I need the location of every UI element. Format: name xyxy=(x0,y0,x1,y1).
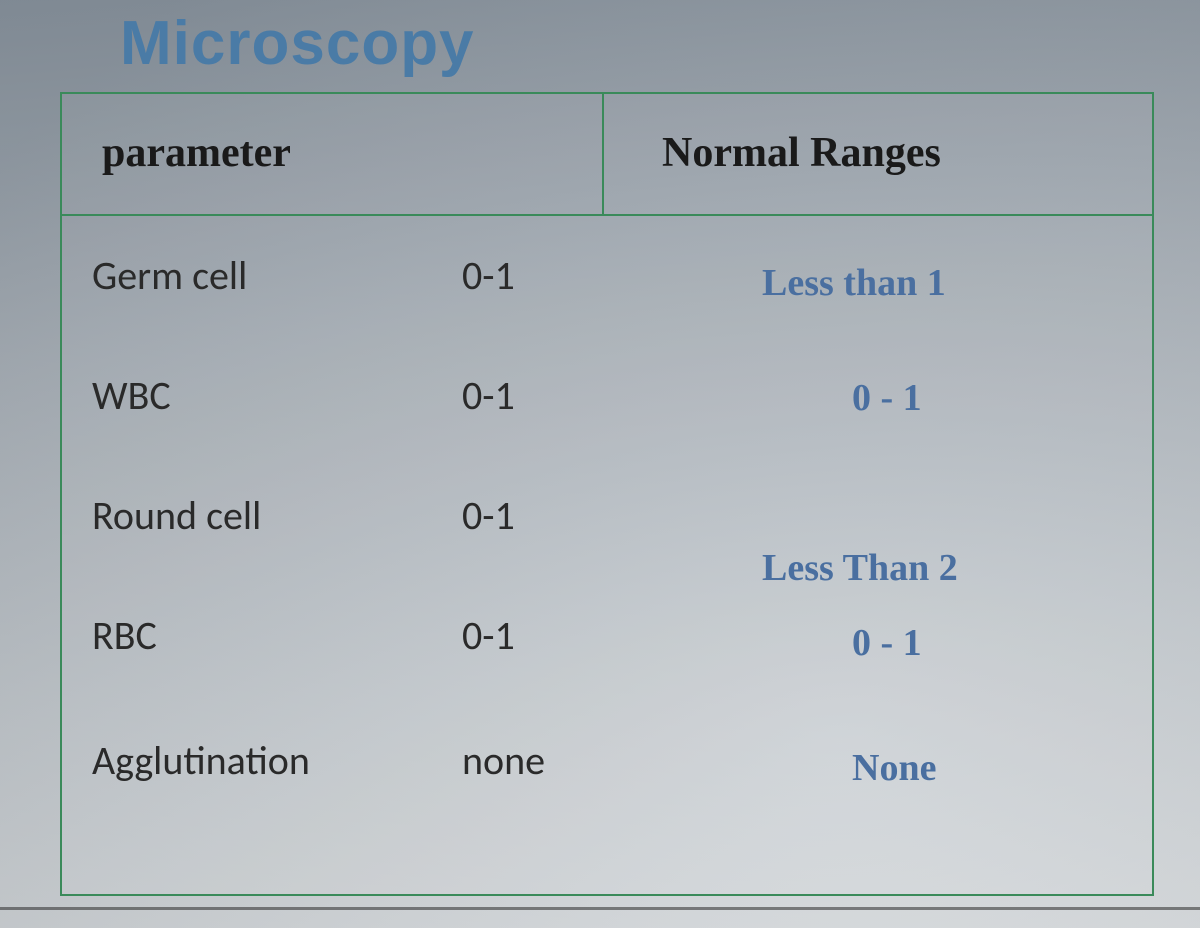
normal-range: None xyxy=(852,746,936,790)
page-bottom-rule xyxy=(0,907,1200,910)
normal-range: 0 - 1 xyxy=(852,621,922,665)
param-label: Round cell xyxy=(92,491,261,540)
microscopy-table: parameter Normal Ranges Germ cell 0-1 Le… xyxy=(60,92,1154,896)
header-parameter: parameter xyxy=(102,129,291,177)
param-value: 0-1 xyxy=(462,251,515,300)
page: Microscopy parameter Normal Ranges Germ … xyxy=(0,0,1200,928)
param-value: 0-1 xyxy=(462,371,515,420)
param-label: RBC xyxy=(92,611,157,660)
param-label: Germ cell xyxy=(92,251,247,300)
normal-range: Less than 1 xyxy=(762,261,946,305)
param-label: Agglutination xyxy=(92,736,310,785)
table-header-row: parameter Normal Ranges xyxy=(62,94,1152,216)
normal-range: 0 - 1 xyxy=(852,376,922,420)
normal-range: Less Than 2 xyxy=(762,546,958,590)
header-normal-ranges: Normal Ranges xyxy=(662,129,941,177)
table-body: Germ cell 0-1 Less than 1 WBC 0-1 0 - 1 … xyxy=(62,216,1152,892)
param-label: WBC xyxy=(92,371,171,420)
param-value: 0-1 xyxy=(462,491,515,540)
section-title: Microscopy xyxy=(120,8,475,79)
param-value: none xyxy=(462,736,545,785)
header-divider xyxy=(602,94,604,214)
param-value: 0-1 xyxy=(462,611,515,660)
